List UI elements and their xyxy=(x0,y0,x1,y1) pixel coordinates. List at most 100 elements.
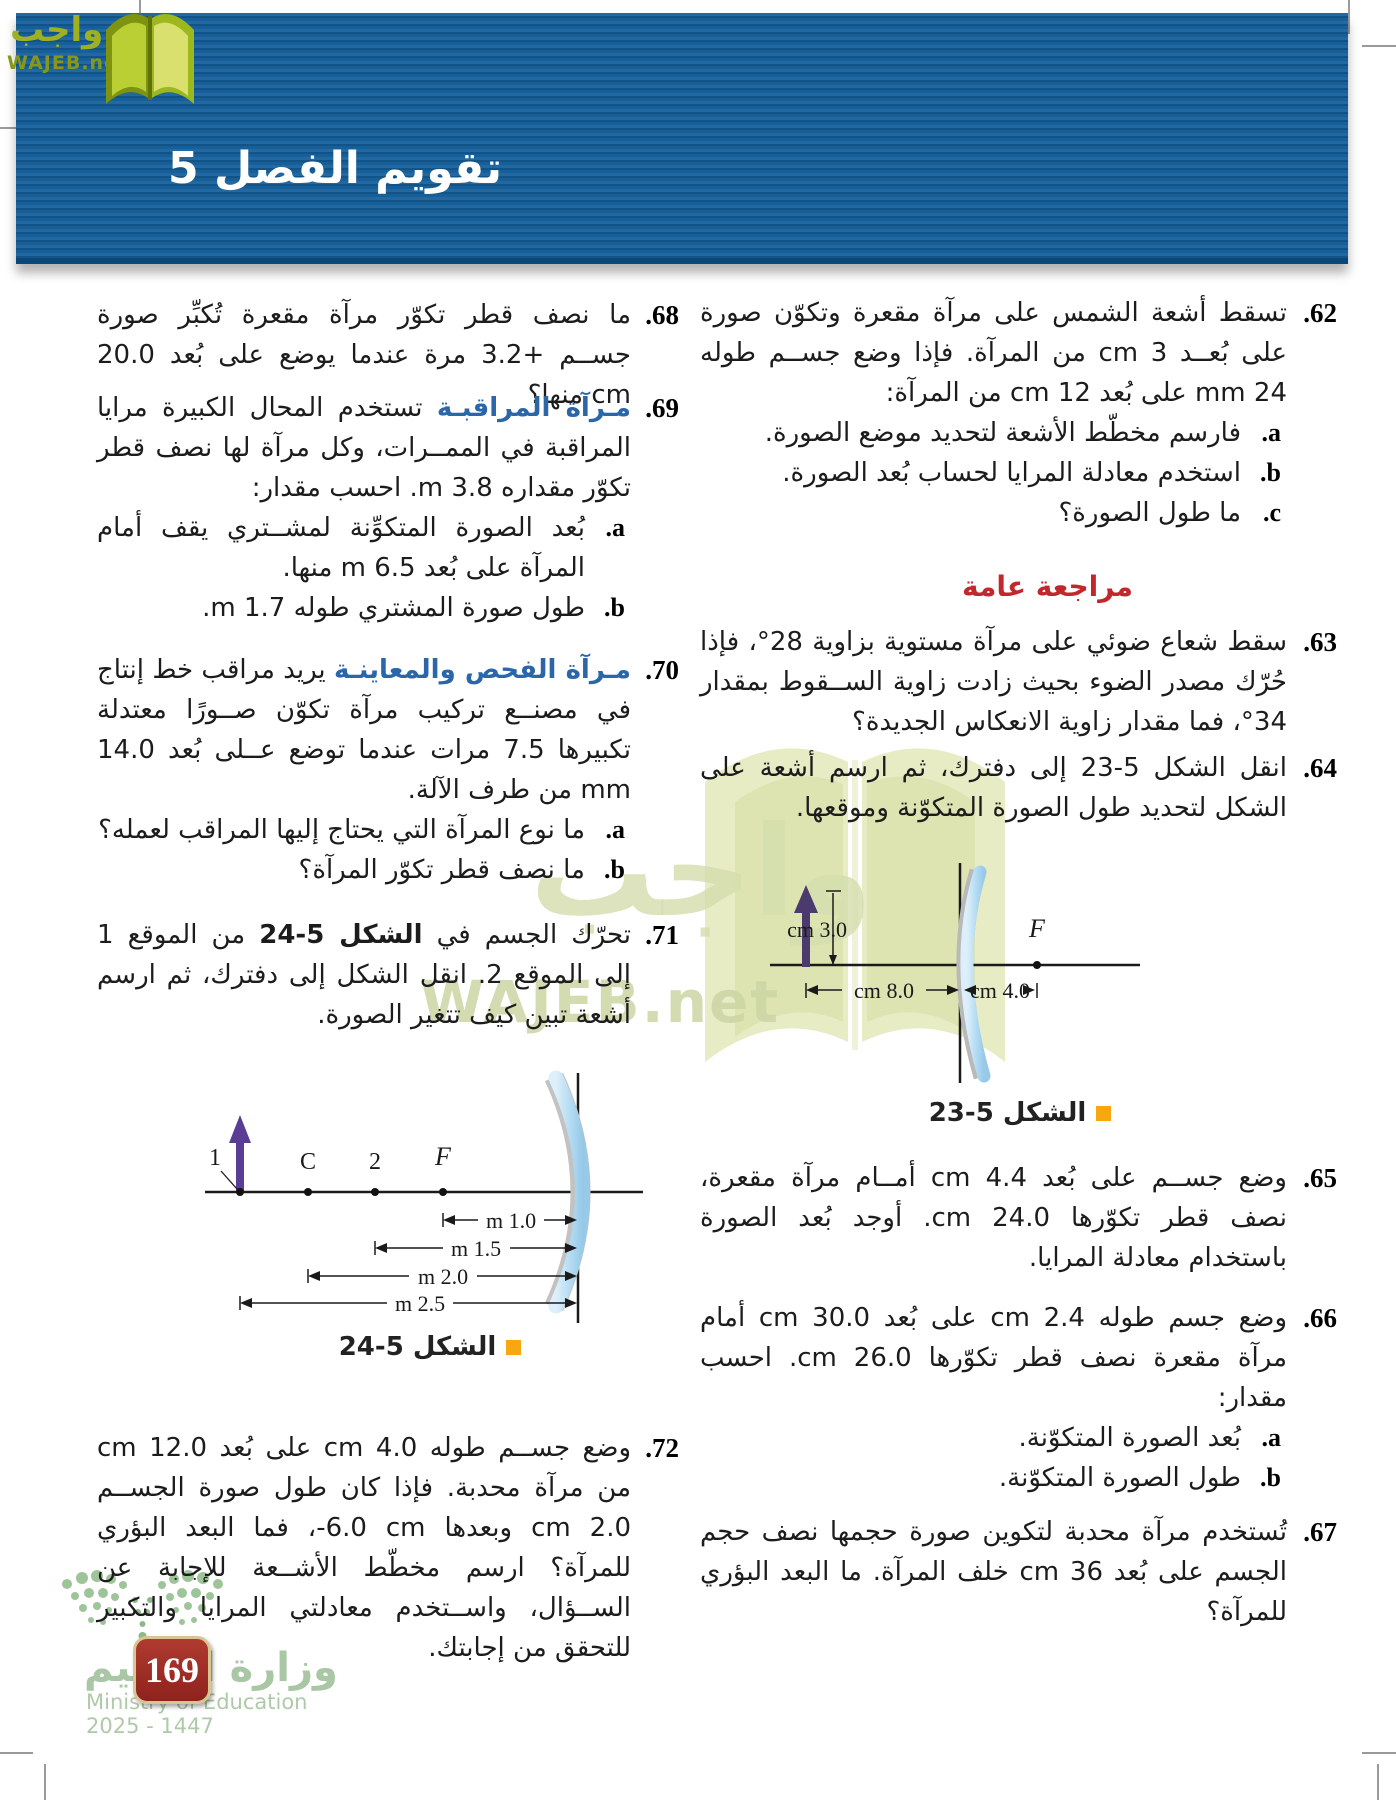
focal-point-dot xyxy=(439,1188,447,1196)
problem-text: انقل الشكل 5-23 إلى دفترك، ثم ارسم أشعة … xyxy=(700,753,1287,823)
problem-number: 70. xyxy=(645,655,679,685)
problem-text: تُستخدم مرآة محدبة لتكوين صورة حجمها نصف… xyxy=(700,1517,1287,1627)
center-dot xyxy=(304,1188,312,1196)
wajeb-logo: واجب WAJEB.net xyxy=(4,2,204,172)
sub-item-a: a. ما نوع المرآة التي يحتاج إليها المراق… xyxy=(97,810,631,850)
convex-mirror-shape xyxy=(960,865,991,1083)
sub-item-a: a. بُعد الصورة المتكوّنة. xyxy=(700,1418,1287,1458)
crop-mark xyxy=(139,0,141,14)
sub-letter: a. xyxy=(605,513,626,542)
problem-70: 70. مـرآة الفحص والمعاينـة يريد مراقب خط… xyxy=(97,650,687,890)
problem-66: 66. وضع جسم طوله 2.4 cm على بُعد 30.0 cm… xyxy=(700,1298,1345,1498)
problem-keyword: مـرآة المراقبـة xyxy=(436,393,631,423)
sub-letter: b. xyxy=(1260,458,1281,487)
crop-mark xyxy=(1362,45,1396,47)
position-1-dot xyxy=(236,1188,244,1196)
problem-text: وضع جســم طوله 4.0 cm على بُعد 12.0 cm م… xyxy=(97,1433,632,1663)
ministry-logo xyxy=(62,1570,223,1640)
sub-text: ما نصف قطر تكوّر المرآة؟ xyxy=(298,855,585,885)
height-label: 3.0 cm xyxy=(787,917,847,942)
position-2-label: 2 xyxy=(369,1149,381,1175)
problem-number: 72. xyxy=(645,1433,679,1463)
page-title: تقويم الفصل 5 xyxy=(168,143,502,194)
watermark-text-ar: واجب xyxy=(530,800,873,945)
general-review-heading: مراجعة عامة xyxy=(962,570,1134,603)
label-leader-line xyxy=(220,1170,238,1190)
problem-63: 63. سقط شعاع ضوئي على مرآة مستوية بزاوية… xyxy=(700,622,1345,742)
sub-item-a: a. بُعد الصورة المتكوِّنة لمشــتري يقف أ… xyxy=(97,508,631,588)
sub-letter: a. xyxy=(605,815,626,844)
sub-item-b: b. طول صورة المشتري طوله 1.7 m. xyxy=(97,588,631,628)
sub-text: طول الصورة المتكوّنة. xyxy=(998,1463,1241,1493)
sub-letter: a. xyxy=(1261,1423,1282,1452)
problem-text: تستخدم المحال الكبيرة مرايا المراقبة في … xyxy=(97,393,631,503)
focal-distance-label: 4.0 cm xyxy=(970,978,1030,1003)
center-label: C xyxy=(300,1149,316,1175)
object-distance-label: 8.0 cm xyxy=(854,978,914,1003)
position-1-label: 1 xyxy=(209,1145,221,1171)
watermark-book-icon xyxy=(705,748,1005,1062)
sub-item-a: a. فارسم مخطّط الأشعة لتحديد موضع الصورة… xyxy=(700,413,1287,453)
sub-text: ما طول الصورة؟ xyxy=(1058,498,1242,528)
dim-4-label: 2.5 m xyxy=(395,1291,445,1316)
chapter-banner: تقويم الفصل 5 xyxy=(16,13,1348,264)
problem-62: 62. تسقط أشعة الشمس على مرآة مقعرة وتكوّ… xyxy=(700,293,1345,533)
problem-text: وضع جسم طوله 2.4 cm على بُعد 30.0 cm أما… xyxy=(700,1303,1288,1413)
problem-text: تحرّك الجسم في xyxy=(422,920,631,950)
problem-69: 69. مـرآة المراقبـة تستخدم المحال الكبير… xyxy=(97,388,687,628)
sub-text: استخدم معادلة المرايا لحساب بُعد الصورة. xyxy=(782,458,1241,488)
problem-68: 68. ما نصف قطر تكوّر مرآة مقعرة تُكبِّر … xyxy=(97,295,687,415)
sub-text: طول صورة المشتري طوله 1.7 m. xyxy=(202,593,585,623)
crop-mark xyxy=(44,1764,46,1800)
caption-text: الشكل 5-24 xyxy=(338,1332,497,1362)
problem-text: تسقط أشعة الشمس على مرآة مقعرة وتكوّن صو… xyxy=(700,298,1287,408)
problem-text: سقط شعاع ضوئي على مرآة مستوية بزاوية 28°… xyxy=(700,627,1288,737)
figure-23-5-caption: الشكل 5-23 xyxy=(870,1098,1170,1128)
sub-item-b: b. طول الصورة المتكوّنة. xyxy=(700,1458,1287,1498)
problem-number: 66. xyxy=(1303,1303,1337,1333)
sub-letter: b. xyxy=(604,855,625,884)
sub-item-c: c. ما طول الصورة؟ xyxy=(700,493,1287,533)
problem-text: من الموقع 1 إلى الموقع 2. انقل الشكل إلى… xyxy=(97,920,631,1030)
figure-reference: الشكل 5-24 xyxy=(259,920,423,950)
problem-number: 69. xyxy=(645,393,679,423)
problem-number: 64. xyxy=(1303,753,1337,783)
focal-point-label: F xyxy=(1028,914,1046,943)
ministry-years: 2025 - 1447 xyxy=(86,1714,214,1738)
figure-24-5: 1 C 2 F 1.0 m 1.5 m 2.0 m 2 xyxy=(205,1070,643,1323)
sub-text: بُعد الصورة المتكوّنة. xyxy=(1018,1423,1241,1453)
crop-mark xyxy=(1377,1764,1379,1800)
object-arrow xyxy=(802,909,810,967)
problem-number: 71. xyxy=(645,920,679,950)
watermark-text-net: WAJEB.net xyxy=(420,968,781,1036)
dim-1-label: 1.0 m xyxy=(486,1208,536,1233)
crop-mark xyxy=(0,1752,33,1754)
sub-letter: b. xyxy=(604,593,625,622)
problem-number: 68. xyxy=(645,300,679,330)
caption-square-icon xyxy=(1096,1106,1112,1121)
crop-mark xyxy=(1348,0,1350,34)
problem-number: 67. xyxy=(1303,1517,1337,1547)
page-number-badge: 169 xyxy=(133,1636,211,1704)
object-arrow-head xyxy=(794,885,818,913)
caption-square-icon xyxy=(506,1340,522,1355)
figure-23-5: 3.0 cm 8.0 cm 4.0 cm F xyxy=(770,863,1140,1083)
figure-24-5-caption: الشكل 5-24 xyxy=(280,1332,580,1362)
wajeb-logo-text-net: WAJEB.net xyxy=(7,52,129,74)
crop-mark xyxy=(1362,1752,1396,1754)
position-2-dot xyxy=(371,1188,379,1196)
problem-72: 72. وضع جســم طوله 4.0 cm على بُعد 12.0 … xyxy=(97,1428,687,1668)
focal-point-label: F xyxy=(434,1142,452,1171)
problem-number: 63. xyxy=(1303,627,1337,657)
sub-letter: a. xyxy=(1261,418,1282,447)
problem-71: 71. تحرّك الجسم في الشكل 5-24 من الموقع … xyxy=(97,915,687,1035)
problem-65: 65. وضع جســم على بُعد 4.4 cm أمــام مرآ… xyxy=(700,1158,1345,1278)
sub-text: ما نوع المرآة التي يحتاج إليها المراقب ل… xyxy=(98,815,585,845)
caption-text: الشكل 5-23 xyxy=(928,1098,1087,1128)
sub-letter: b. xyxy=(1260,1463,1281,1492)
dim-2-label: 1.5 m xyxy=(451,1236,501,1261)
problem-text: وضع جســم على بُعد 4.4 cm أمــام مرآة مق… xyxy=(700,1163,1287,1273)
object-arrow xyxy=(236,1140,244,1192)
focal-point-dot xyxy=(1033,961,1041,969)
